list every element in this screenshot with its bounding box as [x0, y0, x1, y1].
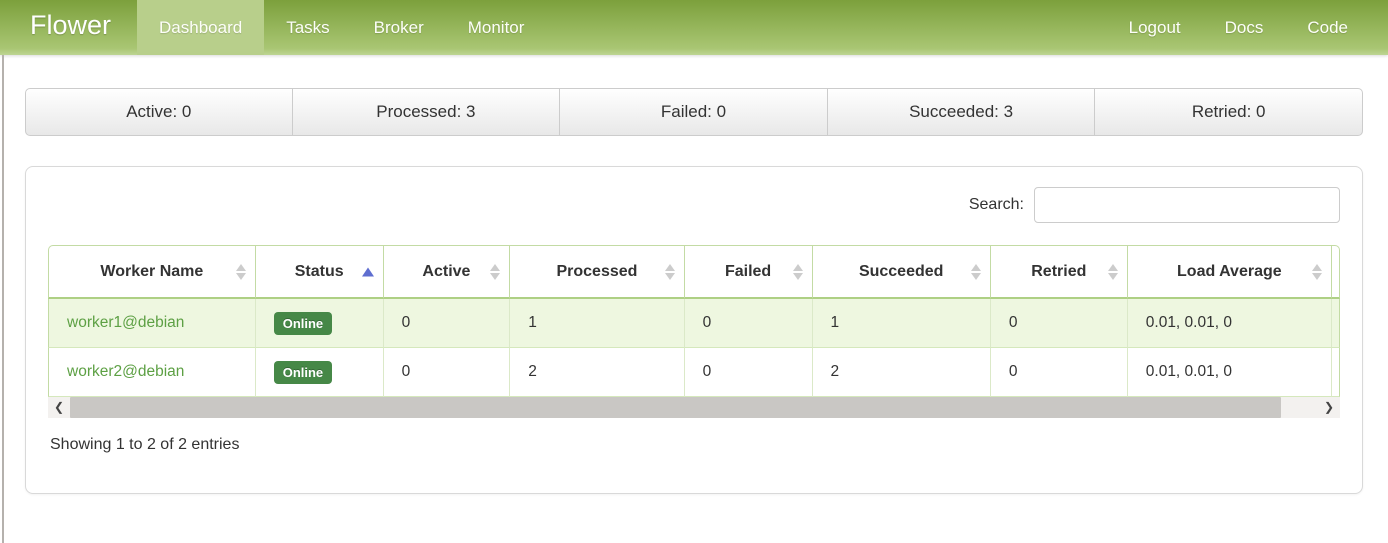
scrollbar-thumb[interactable] [70, 397, 1281, 418]
cell-clipped [1330, 348, 1340, 397]
stat-button-failed[interactable]: Failed: 0 [560, 88, 828, 136]
cell-active: 0 [382, 299, 510, 348]
stats-button-group: Active: 0 Processed: 3 Failed: 0 Succeed… [25, 88, 1363, 136]
cell-load-average: 0.01, 0.01, 0 [1126, 299, 1331, 348]
table-info-text: Showing 1 to 2 of 2 entries [50, 436, 240, 453]
column-header-worker-name[interactable]: Worker Name [48, 245, 255, 299]
cell-active: 0 [382, 348, 510, 397]
sort-icon[interactable] [490, 263, 501, 280]
search-row: Search: [48, 187, 1340, 223]
nav-item-logout[interactable]: Logout [1128, 17, 1181, 37]
sort-icon[interactable] [235, 263, 246, 280]
nav-item-docs[interactable]: Docs [1224, 17, 1264, 37]
workers-table: Worker Name Status Active Processed [48, 245, 1340, 397]
nav-item-tasks[interactable]: Tasks [286, 17, 330, 37]
column-header-retried[interactable]: Retried [989, 245, 1127, 299]
cell-succeeded: 2 [811, 348, 990, 397]
cell-failed: 0 [683, 299, 812, 348]
table-row[interactable]: worker1@debian Online 0 1 0 1 0 0.01, 0.… [48, 299, 1340, 348]
sort-icon[interactable] [1311, 263, 1322, 280]
sort-icon[interactable] [792, 263, 803, 280]
nav-item-dashboard[interactable]: Dashboard [137, 0, 265, 55]
table-header-row: Worker Name Status Active Processed [48, 245, 1340, 299]
nav-item-broker[interactable]: Broker [373, 17, 424, 37]
page-container: Active: 0 Processed: 3 Failed: 0 Succeed… [0, 88, 1388, 494]
status-badge: Online [273, 311, 333, 335]
cell-retried: 0 [989, 348, 1127, 397]
sort-icon[interactable] [664, 263, 675, 280]
scrollbar-track[interactable] [70, 397, 1318, 418]
sort-asc-icon[interactable] [361, 267, 374, 276]
column-header-succeeded[interactable]: Succeeded [811, 245, 990, 299]
stat-button-succeeded[interactable]: Succeeded: 3 [827, 88, 1096, 136]
table-row[interactable]: worker2@debian Online 0 2 0 2 0 0.01, 0.… [48, 348, 1340, 397]
column-header-active[interactable]: Active [382, 245, 510, 299]
cell-processed: 1 [509, 299, 684, 348]
cell-processed: 2 [509, 348, 684, 397]
cell-clipped [1330, 299, 1340, 348]
scroll-right-icon[interactable]: ❯ [1318, 397, 1340, 418]
column-header-status[interactable]: Status [254, 245, 383, 299]
navbar-right-nav: Logout Docs Code [1107, 0, 1388, 55]
status-badge: Online [273, 360, 333, 384]
stat-button-active[interactable]: Active: 0 [25, 88, 293, 136]
worker-name-link[interactable]: worker1@debian [67, 314, 185, 331]
cell-retried: 0 [989, 299, 1127, 348]
stat-button-retried[interactable]: Retried: 0 [1095, 88, 1363, 136]
search-input[interactable] [1034, 187, 1340, 223]
sort-icon[interactable] [1107, 263, 1118, 280]
stat-button-processed[interactable]: Processed: 3 [292, 88, 561, 136]
nav-item-code[interactable]: Code [1307, 17, 1348, 37]
search-label: Search: [968, 196, 1024, 213]
column-header-clipped [1330, 245, 1340, 299]
navbar-left-nav: Dashboard Tasks Broker Monitor [137, 0, 546, 55]
sort-icon[interactable] [970, 263, 981, 280]
cell-load-average: 0.01, 0.01, 0 [1126, 348, 1331, 397]
horizontal-scrollbar[interactable]: ❮ ❯ [48, 397, 1340, 418]
cell-succeeded: 1 [811, 299, 990, 348]
workers-panel: Search: Worker Name Status [25, 166, 1363, 494]
column-header-failed[interactable]: Failed [683, 245, 812, 299]
column-header-load-average[interactable]: Load Average [1126, 245, 1331, 299]
column-header-processed[interactable]: Processed [509, 245, 684, 299]
viewport-left-edge [2, 55, 4, 543]
navbar: Flower Dashboard Tasks Broker Monitor Lo… [0, 0, 1388, 55]
cell-failed: 0 [683, 348, 812, 397]
scroll-left-icon[interactable]: ❮ [48, 397, 70, 418]
worker-name-link[interactable]: worker2@debian [67, 363, 185, 380]
app-brand[interactable]: Flower [30, 10, 112, 40]
nav-item-monitor[interactable]: Monitor [467, 17, 525, 37]
